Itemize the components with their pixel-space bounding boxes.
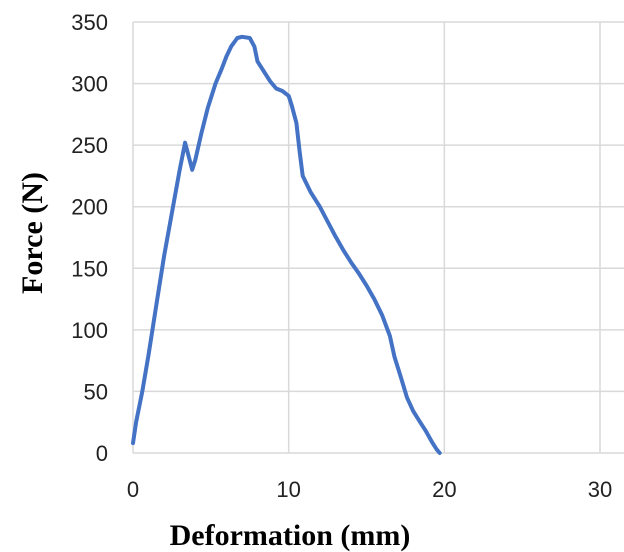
x-axis-ticks: 0 10 20 30 [127, 477, 612, 502]
y-axis-title: Force (N) [16, 172, 49, 294]
y-tick-label-0: 0 [96, 441, 108, 466]
y-tick-label-350: 350 [71, 10, 108, 35]
series-line-0 [131, 34, 442, 455]
x-tick-label-30: 30 [588, 477, 612, 502]
y-tick-label-50: 50 [84, 379, 108, 404]
plot-series [131, 34, 442, 455]
y-tick-label-150: 150 [71, 256, 108, 281]
grid-lines [132, 21, 624, 454]
x-tick-label-10: 10 [276, 477, 300, 502]
x-tick-label-0: 0 [127, 477, 139, 502]
y-tick-label-200: 200 [71, 195, 108, 220]
x-axis-title: Deformation (mm) [170, 519, 411, 552]
y-tick-label-250: 250 [71, 133, 108, 158]
y-tick-label-100: 100 [71, 318, 108, 343]
y-tick-label-300: 300 [71, 72, 108, 97]
y-axis-ticks: 0 50 100 150 200 250 300 350 [71, 10, 108, 466]
x-tick-label-20: 20 [432, 477, 456, 502]
